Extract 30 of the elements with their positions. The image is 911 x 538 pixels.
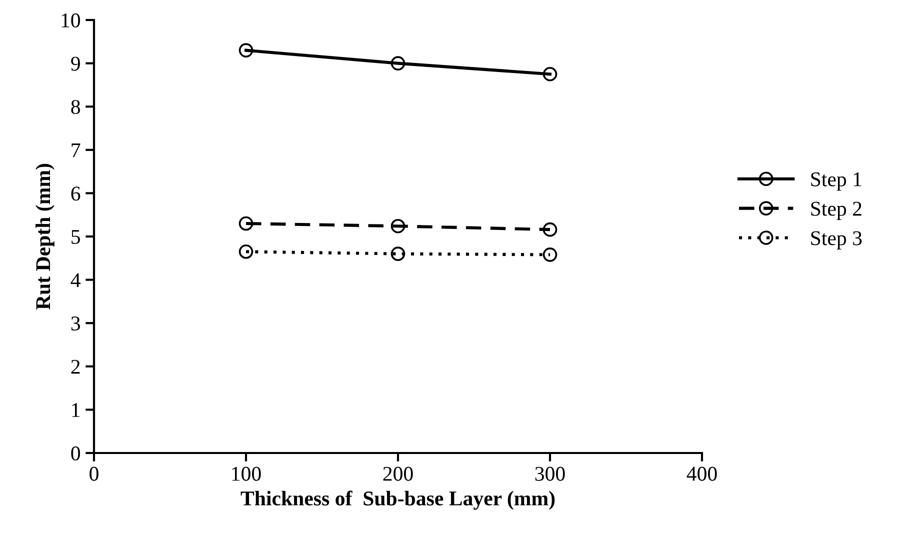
y-tick-label: 2: [71, 360, 80, 374]
point: [390, 246, 406, 261]
y-tick-label: 8: [71, 100, 80, 114]
point: [390, 218, 406, 234]
legend-label: Step 1: [811, 172, 862, 191]
y-tick-label: 9: [71, 56, 80, 71]
y-tick-label: 3: [71, 316, 80, 331]
y-tick-label: 10: [62, 13, 80, 28]
y-tick-label: 7: [72, 143, 80, 158]
point: [542, 222, 558, 237]
x-tick-label: 300: [535, 466, 565, 481]
point: [238, 216, 254, 231]
y-axis-title: Rut Depth (mm): [36, 164, 54, 310]
point: [238, 43, 254, 58]
x-tick-label: 100: [232, 466, 261, 481]
y-tick-label: 4: [70, 273, 80, 288]
y-tick-label: 1: [72, 403, 80, 417]
point: [390, 56, 406, 70]
point: [542, 248, 558, 262]
x-axis-title: Thickness of Sub-base Layer (mm): [240, 490, 555, 510]
y-tick-label: 6: [71, 186, 80, 201]
x-tick-label: 400: [686, 466, 717, 481]
point: [238, 244, 254, 259]
y-tick-label: 5: [72, 230, 80, 244]
legend-label: Step 3: [811, 231, 862, 250]
x-tick-label: 200: [383, 466, 413, 481]
point: [542, 66, 558, 82]
x-tick-label: 0: [90, 466, 98, 481]
y-tick-label: 0: [71, 446, 80, 460]
legend-label: Step 2: [811, 202, 862, 220]
